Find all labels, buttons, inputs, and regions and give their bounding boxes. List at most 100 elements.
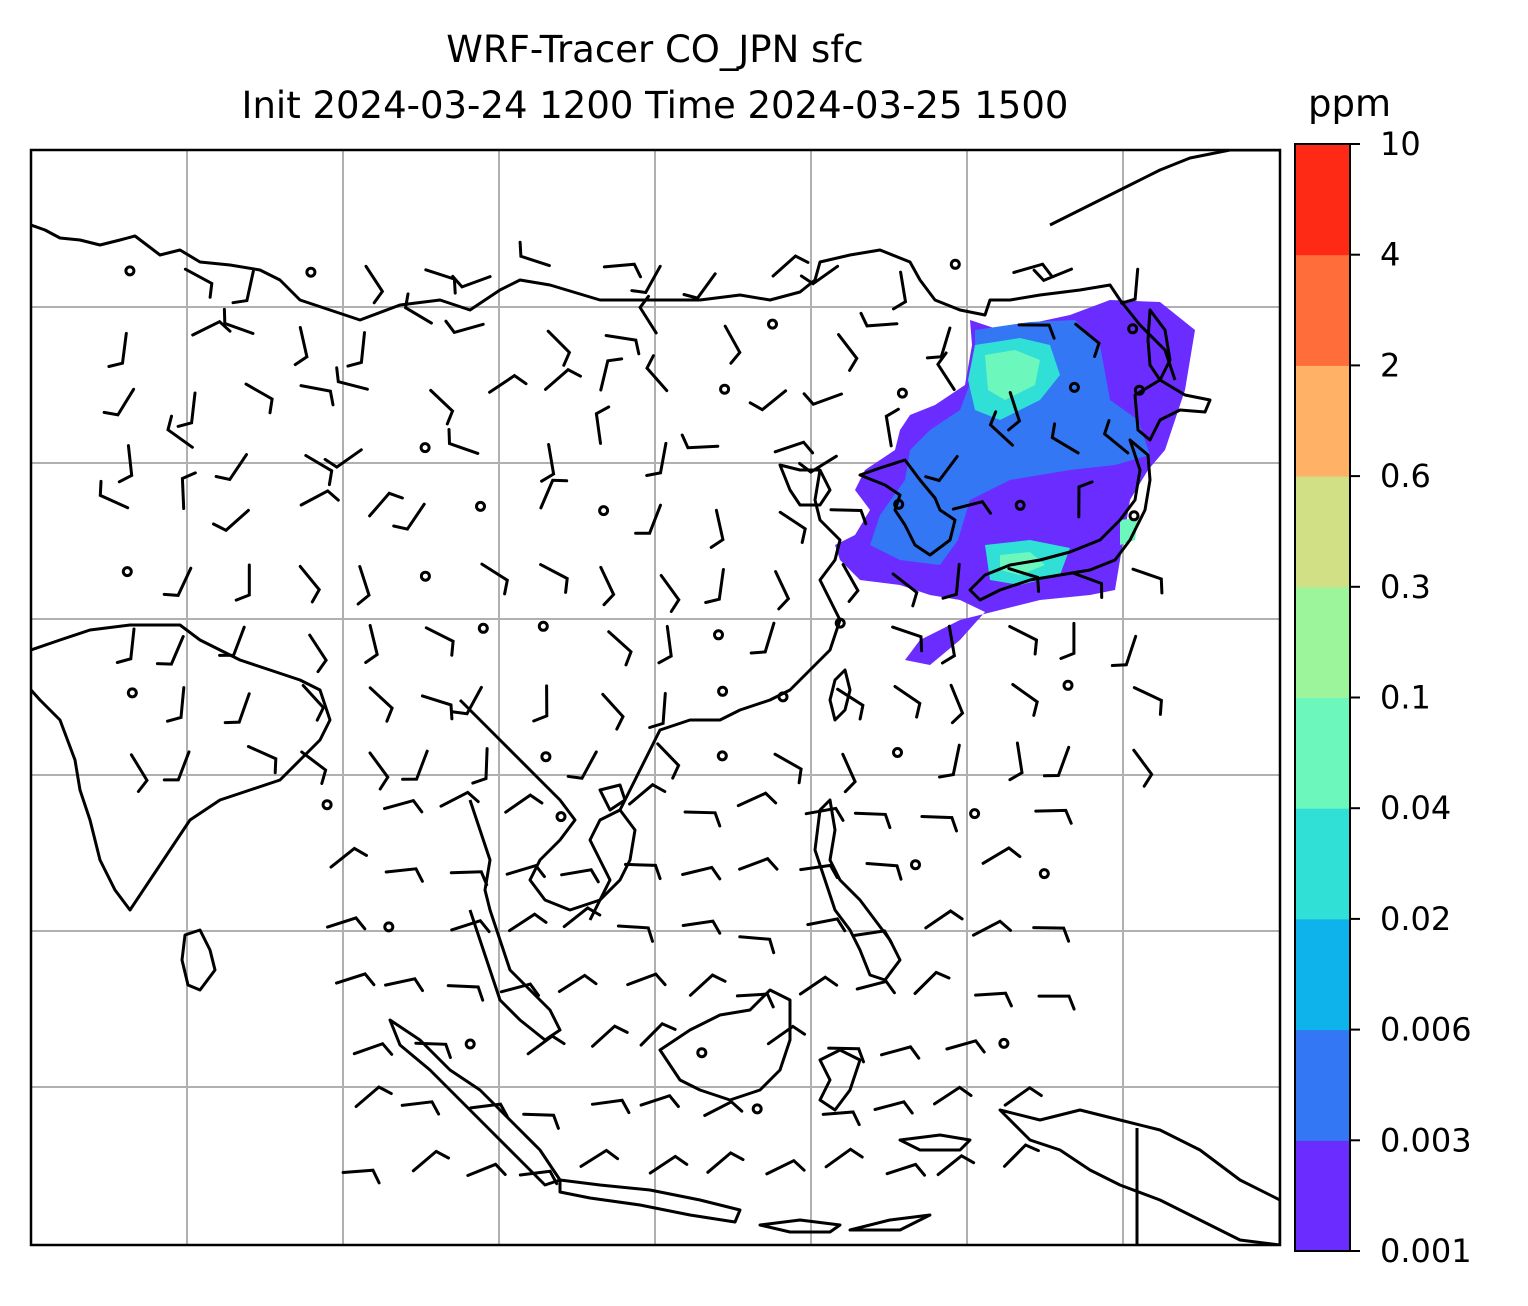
map-title-line-1: WRF-Tracer CO_JPN sfc [446,28,864,71]
wind-barb [723,324,742,365]
wind-barb [799,264,840,286]
wind-barb [590,1098,631,1115]
calm-wind-marker [419,442,431,454]
wind-barb [354,1085,393,1108]
calm-wind-marker [464,1038,476,1050]
calm-wind-marker [1127,323,1139,335]
wind-barb [384,867,424,883]
calm-wind-marker [767,318,778,330]
wind-barb [604,334,641,356]
wind-barb [214,453,248,482]
wind-barb [639,1022,677,1047]
wind-barb [936,351,956,391]
wind-barb [1042,745,1071,778]
calm-wind-marker [719,383,731,395]
wind-barb [166,686,186,723]
wind-barb [1011,683,1039,717]
wind-barb [853,811,892,830]
wind-barb [299,489,340,507]
wind-barb [400,1100,441,1116]
wind-barb [117,444,134,484]
wind-barb [505,863,546,879]
wind-barb [657,624,673,665]
wind-barb [1102,419,1130,455]
calm-wind-marker [121,566,133,578]
wind-barb [891,572,919,608]
wind-barb [659,574,681,613]
colorbar-band [1295,476,1350,588]
wind-barb [765,1158,806,1176]
wind-barb [449,870,489,887]
colorbar-band [1295,1029,1350,1141]
wind-barb [638,294,658,335]
coastline-indochina [458,698,621,912]
colorbar-tick-label: 10 [1380,125,1421,163]
wind-barb [115,627,136,664]
wind-barb [323,448,363,469]
wind-barb [1074,322,1101,358]
calm-wind-marker [305,266,317,278]
wind-barb [155,635,185,666]
wind-barb [841,563,860,603]
wind-barb [774,570,791,611]
wind-barb [424,268,457,295]
calm-wind-marker [713,629,724,641]
wind-barb [518,240,551,268]
wind-barb [107,331,128,368]
wind-barb [738,856,779,871]
wind-barb [735,992,775,1009]
calm-wind-marker [1068,381,1080,393]
wind-barb [1132,748,1154,788]
colorbar-tick-label: 0.006 [1380,1011,1472,1049]
map-title-line-2: Init 2024-03-24 1200 Time 2024-03-25 150… [241,84,1069,127]
calm-wind-marker [969,808,981,820]
wind-barb [346,331,366,368]
wind-barb [308,633,328,674]
wind-barb [244,382,274,415]
wind-barb [924,455,959,483]
wind-barb [599,565,616,607]
coastline-north-asia [31,223,1177,381]
wind-barb [885,1162,926,1177]
wind-barb [566,750,598,780]
wind-barb [736,791,778,808]
colorbar-band [1295,697,1350,809]
wind-barb [1007,567,1041,593]
wind-barb [335,972,376,987]
wind-barb [451,685,483,716]
wind-barb [626,972,667,987]
colorbar-tick-label: 0.04 [1380,789,1451,827]
calm-wind-marker [717,685,729,697]
coastline-sulawesi [818,1048,862,1112]
wind-barb [166,414,194,449]
wind-barb [223,692,251,725]
colorbar-band [1295,808,1350,920]
wind-barb [798,975,839,996]
wind-barb [945,1039,986,1054]
wind-barb [162,566,193,597]
calm-wind-marker [555,811,567,823]
wind-barb [532,684,549,723]
wind-barb [403,292,433,325]
wind-barb [102,387,136,417]
wind-barb [1050,422,1080,455]
wind-barb [924,909,964,930]
coastline-taiwan [828,668,852,722]
colorbar-unit-label: ppm [1308,82,1392,125]
calm-wind-marker [1062,679,1074,691]
wind-barb [681,919,722,935]
calm-wind-marker [1038,868,1050,880]
coastline-japan-honshu [968,438,1152,602]
wind-barb [540,443,556,483]
wind-barb [293,326,309,367]
wind-barb [591,1024,629,1048]
wind-barb [682,272,717,300]
coastline-bohai [778,463,832,507]
wind-barb [1007,391,1022,432]
wind-barb [648,692,667,729]
wind-barb [709,508,725,549]
wind-barb [234,563,251,602]
wind-barb [304,454,334,487]
wind-barb [414,1041,452,1059]
wind-barb [1008,625,1039,656]
